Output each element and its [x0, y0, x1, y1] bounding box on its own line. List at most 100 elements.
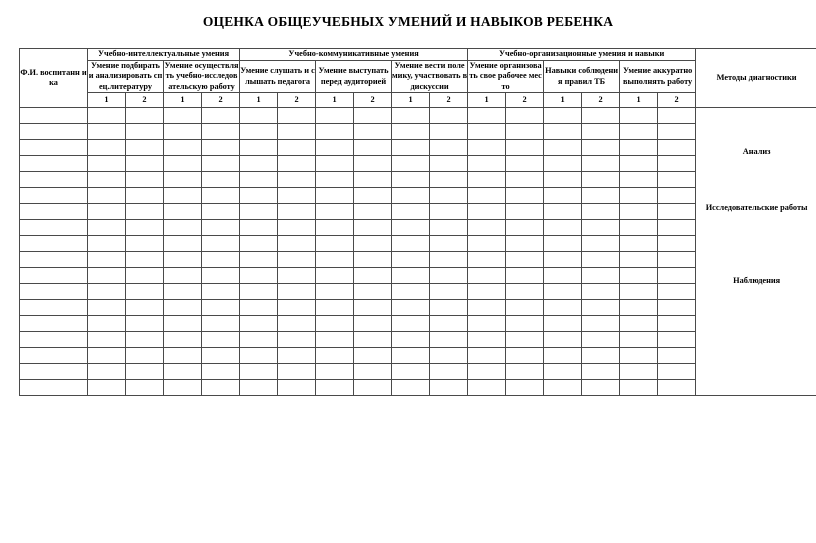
student-name-cell[interactable]: [19, 123, 88, 141]
score-cell[interactable]: [163, 123, 202, 141]
score-cell[interactable]: [391, 379, 431, 397]
score-cell[interactable]: [657, 139, 697, 157]
student-name-cell[interactable]: [19, 315, 88, 333]
score-cell[interactable]: [239, 235, 279, 253]
score-cell[interactable]: [391, 203, 431, 221]
score-cell[interactable]: [315, 267, 355, 285]
score-cell[interactable]: [315, 235, 355, 253]
score-cell[interactable]: [467, 219, 507, 237]
score-cell[interactable]: [87, 299, 126, 317]
score-cell[interactable]: [581, 203, 621, 221]
score-cell[interactable]: [163, 219, 202, 237]
score-cell[interactable]: [315, 203, 355, 221]
score-cell[interactable]: [467, 251, 507, 269]
score-cell[interactable]: [581, 171, 621, 189]
score-cell[interactable]: [543, 235, 583, 253]
score-cell[interactable]: [125, 283, 164, 301]
score-cell[interactable]: [353, 363, 393, 381]
score-cell[interactable]: [125, 219, 164, 237]
score-cell[interactable]: [467, 123, 507, 141]
score-cell[interactable]: [239, 347, 279, 365]
score-cell[interactable]: [87, 363, 126, 381]
student-name-cell[interactable]: [19, 235, 88, 253]
score-cell[interactable]: [657, 171, 697, 189]
score-cell[interactable]: [353, 123, 393, 141]
score-cell[interactable]: [543, 283, 583, 301]
score-cell[interactable]: [505, 219, 545, 237]
score-cell[interactable]: [619, 123, 659, 141]
score-cell[interactable]: [239, 107, 279, 125]
score-cell[interactable]: [619, 331, 659, 349]
score-cell[interactable]: [353, 219, 393, 237]
score-cell[interactable]: [619, 187, 659, 205]
score-cell[interactable]: [353, 235, 393, 253]
score-cell[interactable]: [125, 123, 164, 141]
score-cell[interactable]: [391, 123, 431, 141]
score-cell[interactable]: [315, 283, 355, 301]
score-cell[interactable]: [543, 139, 583, 157]
score-cell[interactable]: [429, 363, 469, 381]
score-cell[interactable]: [353, 283, 393, 301]
score-cell[interactable]: [505, 107, 545, 125]
score-cell[interactable]: [353, 139, 393, 157]
score-cell[interactable]: [353, 331, 393, 349]
score-cell[interactable]: [353, 203, 393, 221]
score-cell[interactable]: [277, 107, 317, 125]
score-cell[interactable]: [315, 187, 355, 205]
score-cell[interactable]: [581, 283, 621, 301]
score-cell[interactable]: [619, 171, 659, 189]
score-cell[interactable]: [467, 139, 507, 157]
score-cell[interactable]: [619, 139, 659, 157]
student-name-cell[interactable]: [19, 363, 88, 381]
score-cell[interactable]: [200, 283, 241, 301]
score-cell[interactable]: [543, 123, 583, 141]
score-cell[interactable]: [429, 235, 469, 253]
score-cell[interactable]: [200, 203, 241, 221]
score-cell[interactable]: [657, 347, 697, 365]
score-cell[interactable]: [657, 155, 697, 173]
score-cell[interactable]: [581, 379, 621, 397]
score-cell[interactable]: [315, 299, 355, 317]
score-cell[interactable]: [315, 171, 355, 189]
score-cell[interactable]: [125, 331, 164, 349]
score-cell[interactable]: [505, 379, 545, 397]
score-cell[interactable]: [429, 331, 469, 349]
score-cell[interactable]: [543, 363, 583, 381]
score-cell[interactable]: [429, 299, 469, 317]
score-cell[interactable]: [125, 139, 164, 157]
score-cell[interactable]: [163, 283, 202, 301]
score-cell[interactable]: [87, 235, 126, 253]
score-cell[interactable]: [391, 171, 431, 189]
score-cell[interactable]: [391, 267, 431, 285]
score-cell[interactable]: [619, 107, 659, 125]
score-cell[interactable]: [200, 379, 241, 397]
score-cell[interactable]: [429, 379, 469, 397]
score-cell[interactable]: [543, 379, 583, 397]
score-cell[interactable]: [200, 187, 241, 205]
score-cell[interactable]: [200, 315, 241, 333]
score-cell[interactable]: [315, 331, 355, 349]
score-cell[interactable]: [657, 219, 697, 237]
score-cell[interactable]: [543, 267, 583, 285]
score-cell[interactable]: [657, 283, 697, 301]
score-cell[interactable]: [505, 267, 545, 285]
score-cell[interactable]: [619, 379, 659, 397]
score-cell[interactable]: [619, 347, 659, 365]
score-cell[interactable]: [657, 363, 697, 381]
score-cell[interactable]: [581, 107, 621, 125]
score-cell[interactable]: [391, 299, 431, 317]
score-cell[interactable]: [619, 219, 659, 237]
score-cell[interactable]: [200, 107, 241, 125]
score-cell[interactable]: [619, 283, 659, 301]
score-cell[interactable]: [543, 299, 583, 317]
score-cell[interactable]: [87, 267, 126, 285]
score-cell[interactable]: [200, 331, 241, 349]
score-cell[interactable]: [163, 347, 202, 365]
score-cell[interactable]: [200, 123, 241, 141]
score-cell[interactable]: [657, 379, 697, 397]
score-cell[interactable]: [353, 107, 393, 125]
score-cell[interactable]: [277, 171, 317, 189]
score-cell[interactable]: [239, 219, 279, 237]
score-cell[interactable]: [619, 155, 659, 173]
score-cell[interactable]: [125, 251, 164, 269]
